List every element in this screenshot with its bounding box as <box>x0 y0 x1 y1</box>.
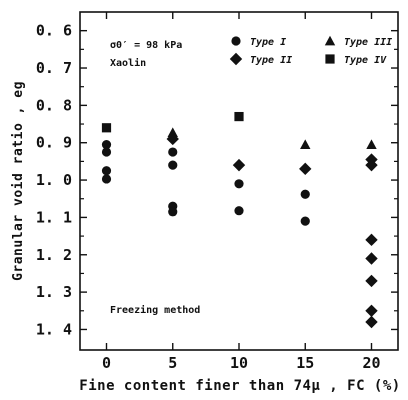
type-ii-point <box>365 158 378 172</box>
x-tick-label: 0 <box>102 354 111 372</box>
type-iii-point <box>366 139 377 150</box>
type-i-point <box>168 207 178 217</box>
type-ii-point <box>365 274 378 288</box>
x-tick-labels: 0 5 10 15 20 <box>102 354 381 372</box>
type-ii-point <box>365 304 378 317</box>
x-tick-label: 15 <box>296 354 314 372</box>
y-tick-label: 0. 6 <box>36 22 72 40</box>
legend-label-type-ii: Type II <box>250 55 292 66</box>
type-ii-point <box>365 315 378 329</box>
type-i-point <box>101 166 112 176</box>
type-iii-point <box>300 139 311 150</box>
legend-marker-type-ii <box>229 52 243 66</box>
y-tick-label: 0. 8 <box>36 96 72 114</box>
type-i-point <box>101 139 112 150</box>
stress-annotation: σ0′ = 98 kPa <box>110 40 182 51</box>
type-iii-point <box>167 127 178 138</box>
y-tick-label: 1. 1 <box>36 208 72 226</box>
legend-label-type-i: Type I <box>250 37 286 48</box>
type-i-point <box>300 189 310 199</box>
type-i-point <box>168 147 178 157</box>
data-points <box>101 111 378 329</box>
x-tick-label: 5 <box>168 354 177 372</box>
material-annotation: Xaolin <box>110 57 146 69</box>
y-tick-label: 0. 7 <box>36 59 72 77</box>
x-axis-label: Fine content finer than 74μ , FC (%) <box>79 378 400 394</box>
type-ii-point <box>299 162 312 176</box>
type-i-point <box>168 160 178 170</box>
type-ii-point <box>365 252 378 265</box>
type-i-point <box>234 206 244 216</box>
type-iv-point <box>234 111 244 122</box>
type-i-point <box>300 216 310 226</box>
y-tick-label: 1. 2 <box>36 246 72 264</box>
y-axis-label: Granular void ratio , eg <box>11 81 26 281</box>
legend: Type I Type III Type II Type IV <box>229 35 392 66</box>
legend-marker-type-iv <box>325 54 335 64</box>
x-tick-label: 10 <box>230 354 248 372</box>
y-tick-label: 1. 3 <box>36 283 72 301</box>
y-tick-label: 1. 4 <box>36 320 72 338</box>
type-i-point <box>101 147 112 157</box>
axis-ticks <box>80 12 398 350</box>
legend-marker-type-iii <box>324 35 336 46</box>
type-i-point <box>234 179 244 189</box>
method-annotation: Freezing method <box>110 304 200 316</box>
y-tick-label: 0. 9 <box>36 134 72 152</box>
type-i-point <box>101 174 112 184</box>
y-tick-label: 1. 0 <box>36 171 72 189</box>
legend-marker-type-i <box>231 36 241 46</box>
legend-label-type-iv: Type IV <box>344 55 387 66</box>
type-ii-point <box>232 158 246 172</box>
type-ii-point <box>365 233 378 247</box>
type-iv-point <box>101 123 112 133</box>
y-tick-labels: 0. 6 0. 7 0. 8 0. 9 1. 0 1. 1 1. 2 1. 3 1. 4 <box>36 22 72 339</box>
x-tick-label: 20 <box>362 354 380 372</box>
legend-label-type-iii: Type III <box>344 37 392 48</box>
type-ii-point <box>166 132 179 146</box>
